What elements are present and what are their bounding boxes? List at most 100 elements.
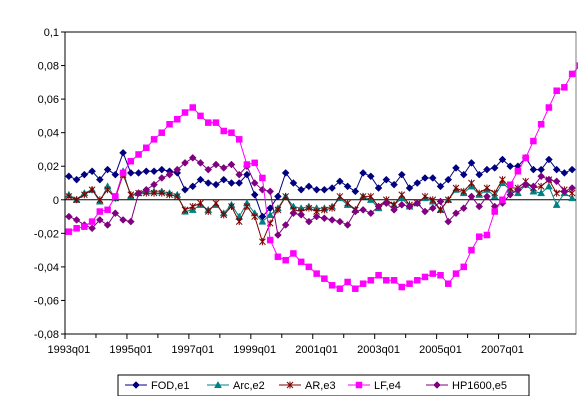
data-point — [259, 238, 266, 246]
data-point — [212, 199, 220, 207]
data-point — [568, 70, 576, 78]
data-point — [498, 155, 507, 164]
data-point — [467, 192, 476, 201]
data-point — [235, 136, 243, 143]
data-point — [204, 119, 212, 126]
data-point — [537, 182, 545, 190]
data-point — [437, 272, 444, 279]
data-point — [406, 280, 413, 287]
data-point — [522, 154, 529, 162]
data-point — [103, 165, 112, 174]
data-point — [173, 192, 181, 200]
data-point — [452, 270, 460, 277]
legend-label: FOD,e1 — [151, 380, 190, 392]
data-point — [382, 175, 391, 184]
data-point — [428, 204, 437, 213]
data-point — [312, 185, 321, 194]
data-point — [343, 221, 352, 229]
data-point — [104, 206, 111, 214]
data-point — [212, 160, 220, 169]
data-point — [243, 170, 251, 179]
data-point — [88, 186, 96, 194]
data-point — [258, 217, 267, 225]
data-point — [166, 191, 173, 199]
data-point — [444, 175, 453, 184]
data-point — [328, 282, 336, 289]
y-tick-label: -0,02 — [34, 228, 59, 240]
data-point — [452, 164, 460, 172]
legend-label: Arc,e2 — [233, 380, 265, 392]
data-point — [305, 263, 313, 271]
data-point — [351, 207, 360, 216]
data-point — [398, 283, 406, 291]
data-point — [72, 216, 81, 224]
data-point — [444, 196, 452, 204]
data-point — [166, 121, 173, 128]
data-point — [212, 180, 220, 189]
y-tick-label: -0,08 — [34, 329, 59, 341]
data-point — [452, 209, 460, 218]
data-point — [328, 184, 336, 192]
y-tick-label: -0,06 — [34, 295, 59, 307]
data-point — [382, 199, 391, 207]
data-point — [212, 119, 220, 126]
data-point — [405, 202, 414, 211]
data-point — [204, 208, 212, 216]
data-point — [289, 179, 298, 187]
data-point — [475, 170, 484, 179]
data-point — [189, 104, 196, 111]
data-point — [560, 169, 569, 177]
data-point — [281, 169, 290, 177]
data-point — [103, 221, 112, 229]
data-point — [135, 151, 142, 158]
data-point — [305, 204, 313, 212]
data-point — [397, 200, 406, 209]
x-tick-label: 1997q01 — [171, 344, 214, 356]
data-point — [336, 192, 344, 200]
data-point — [321, 206, 328, 214]
data-point — [266, 210, 275, 218]
data-point — [413, 179, 422, 187]
legend-marker — [355, 381, 363, 389]
series-3 — [65, 62, 578, 292]
y-tick-label: -0,04 — [34, 262, 59, 274]
data-point — [142, 185, 151, 194]
data-point — [421, 207, 429, 216]
data-point — [460, 187, 468, 195]
data-point — [351, 187, 360, 196]
data-point — [219, 175, 228, 184]
data-point — [313, 270, 320, 277]
data-point — [444, 217, 453, 226]
data-point — [143, 144, 150, 152]
data-point — [374, 184, 383, 192]
data-point — [219, 164, 228, 172]
data-point — [150, 167, 158, 176]
data-point — [204, 179, 213, 187]
data-point — [73, 196, 80, 204]
data-point — [134, 189, 143, 197]
y-tick-label: 0,02 — [38, 161, 59, 173]
legend-label: AR,e3 — [305, 380, 336, 392]
data-point — [576, 62, 578, 69]
data-point — [297, 185, 305, 194]
y-tick-label: 0,1 — [44, 27, 59, 39]
data-point — [174, 115, 181, 123]
data-point — [429, 270, 437, 277]
data-point — [506, 190, 515, 199]
data-point — [552, 177, 561, 186]
data-point — [537, 189, 546, 197]
data-point — [343, 182, 352, 191]
data-point — [374, 202, 383, 211]
data-point — [305, 182, 313, 191]
data-point — [467, 159, 476, 167]
data-point — [429, 196, 437, 204]
data-point — [521, 180, 530, 189]
data-point — [104, 186, 111, 194]
data-point — [282, 192, 290, 200]
data-point — [530, 137, 537, 145]
data-point — [243, 202, 251, 210]
data-point — [336, 285, 344, 292]
series-0 — [65, 148, 576, 221]
data-point — [483, 192, 491, 201]
data-point — [568, 184, 576, 192]
